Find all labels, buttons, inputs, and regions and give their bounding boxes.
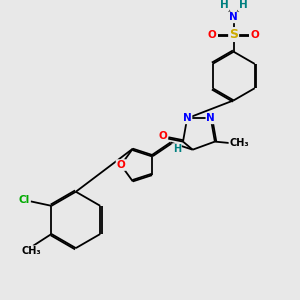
Text: CH₃: CH₃ <box>230 138 249 148</box>
Text: N: N <box>183 113 191 123</box>
Text: O: O <box>117 160 125 170</box>
Text: S: S <box>229 28 238 41</box>
Text: N: N <box>206 113 215 123</box>
Text: N: N <box>229 12 238 22</box>
Text: CH₃: CH₃ <box>22 246 41 256</box>
Text: H: H <box>239 1 248 10</box>
Text: O: O <box>250 29 260 40</box>
Text: H: H <box>220 1 229 10</box>
Text: Cl: Cl <box>19 195 30 205</box>
Text: O: O <box>208 29 217 40</box>
Text: O: O <box>158 131 167 141</box>
Text: H: H <box>173 144 181 154</box>
